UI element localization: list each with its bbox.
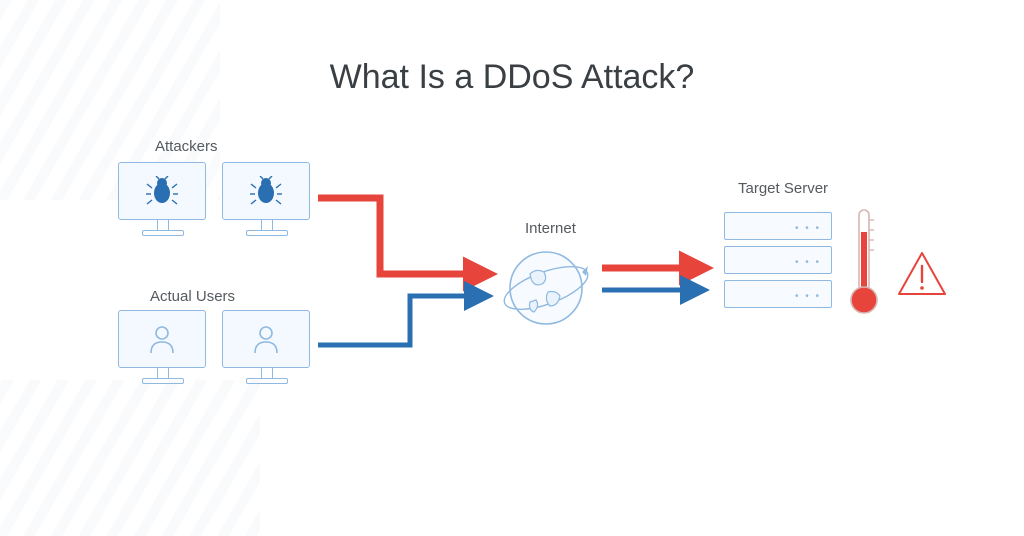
server-unit: • • • — [724, 280, 832, 308]
server-stack: • • • • • • • • • — [724, 212, 832, 314]
thermometer-icon — [848, 206, 880, 318]
warning-icon — [896, 250, 948, 298]
arrow-users-to-internet — [318, 296, 484, 345]
server-unit: • • • — [724, 212, 832, 240]
server-unit: • • • — [724, 246, 832, 274]
arrow-attackers-to-internet — [318, 198, 484, 274]
globe-icon — [500, 242, 592, 334]
